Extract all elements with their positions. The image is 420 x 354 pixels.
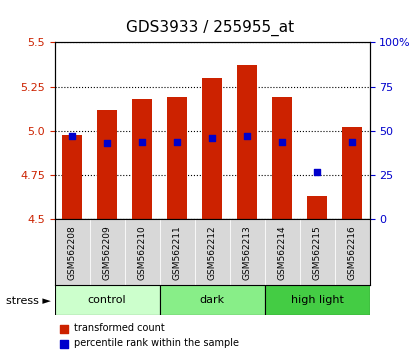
- Text: GSM562208: GSM562208: [68, 225, 76, 280]
- Text: control: control: [88, 295, 126, 305]
- Text: GSM562212: GSM562212: [207, 225, 217, 280]
- FancyBboxPatch shape: [160, 285, 265, 315]
- FancyBboxPatch shape: [299, 219, 335, 285]
- Point: [244, 133, 250, 139]
- Legend: transformed count, percentile rank within the sample: transformed count, percentile rank withi…: [60, 324, 239, 348]
- FancyBboxPatch shape: [160, 219, 194, 285]
- Bar: [132, 99, 152, 219]
- Point: [209, 135, 215, 141]
- Point: [69, 133, 76, 139]
- Bar: [63, 135, 82, 219]
- Bar: [342, 127, 362, 219]
- FancyBboxPatch shape: [230, 219, 265, 285]
- FancyBboxPatch shape: [55, 285, 160, 315]
- Text: GSM562215: GSM562215: [312, 225, 322, 280]
- Bar: [202, 78, 222, 219]
- Text: GSM562209: GSM562209: [102, 225, 112, 280]
- Bar: [168, 97, 187, 219]
- Text: GSM562214: GSM562214: [278, 225, 286, 280]
- FancyBboxPatch shape: [125, 219, 160, 285]
- Text: stress ►: stress ►: [5, 296, 50, 306]
- Text: GSM562210: GSM562210: [138, 225, 147, 280]
- Text: GSM562216: GSM562216: [348, 225, 357, 280]
- FancyBboxPatch shape: [55, 219, 89, 285]
- Point: [139, 139, 145, 144]
- FancyBboxPatch shape: [89, 219, 125, 285]
- Text: GDS3933 / 255955_at: GDS3933 / 255955_at: [126, 19, 294, 36]
- Point: [314, 169, 320, 175]
- Bar: [307, 196, 327, 219]
- Text: GSM562213: GSM562213: [243, 225, 252, 280]
- FancyBboxPatch shape: [265, 219, 299, 285]
- Bar: [97, 110, 117, 219]
- FancyBboxPatch shape: [194, 219, 230, 285]
- Text: dark: dark: [200, 295, 225, 305]
- Point: [349, 139, 355, 144]
- Bar: [273, 97, 292, 219]
- Bar: [237, 65, 257, 219]
- Point: [104, 141, 110, 146]
- FancyBboxPatch shape: [265, 285, 370, 315]
- Point: [174, 139, 181, 144]
- FancyBboxPatch shape: [335, 219, 370, 285]
- Text: high light: high light: [291, 295, 344, 305]
- Text: GSM562211: GSM562211: [173, 225, 181, 280]
- Point: [279, 139, 286, 144]
